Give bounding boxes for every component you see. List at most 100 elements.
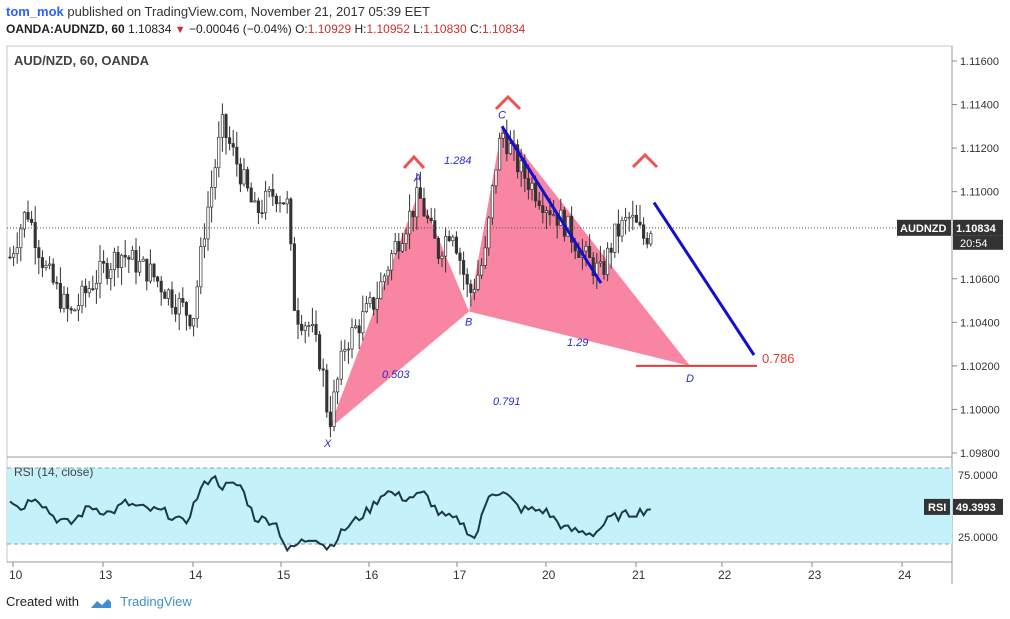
symbol-name[interactable]: OANDA:AUDNZD, 60 [6, 22, 125, 36]
candle-body [307, 325, 311, 328]
candle-body [332, 391, 336, 427]
candle-body [508, 143, 512, 155]
candle-body [62, 293, 66, 309]
time-axis[interactable]: 10 13 14 15 16 17 20 21 22 23 24 [9, 562, 912, 582]
candle-body [577, 250, 581, 258]
price-tick-label: 1.11600 [960, 56, 999, 68]
price-tick-label: 1.10600 [960, 274, 1000, 286]
candle-body [584, 245, 588, 252]
candle-body [253, 200, 257, 203]
price-grid: 1.116001.114001.112001.110001.108001.106… [952, 56, 1000, 460]
candle-body [404, 233, 408, 244]
date-tick-label: 13 [99, 568, 113, 582]
candle-body [256, 200, 260, 213]
candle-body [343, 349, 347, 352]
candle-body [8, 256, 12, 259]
candle-body [138, 260, 142, 273]
high-label: H: [354, 22, 367, 36]
candle-body [213, 167, 217, 188]
candle-body [105, 262, 109, 279]
pattern-triangle-xab[interactable] [329, 191, 469, 430]
candle-body [537, 200, 541, 207]
open-value: 1.10929 [307, 22, 352, 36]
price-chart[interactable]: 1.116001.114001.112001.110001.108001.106… [0, 44, 1010, 584]
candle-body [55, 282, 59, 284]
candle-body [26, 211, 30, 220]
candle-body [217, 136, 221, 169]
candle-body [422, 198, 426, 217]
high-value: 1.10952 [366, 22, 410, 36]
ratio-xab: 0.503 [382, 369, 410, 381]
candle-body [170, 289, 174, 308]
candle-body [242, 169, 246, 185]
candle-body [418, 187, 422, 199]
peak-marker-a [402, 154, 426, 170]
candle-body [184, 302, 188, 316]
author-link[interactable]: tom_mok [6, 4, 64, 19]
date-tick-label: 22 [718, 568, 732, 582]
candle-body [109, 269, 113, 279]
point-label-a: A [413, 173, 421, 185]
candle-body [415, 187, 419, 218]
price-tick-label: 1.11200 [960, 143, 999, 155]
candle-body [631, 214, 635, 218]
candle-body [94, 282, 98, 290]
candle-body [400, 243, 404, 252]
candle-body [120, 254, 124, 268]
candle-body [271, 189, 275, 197]
candle-body [22, 211, 26, 230]
candle-body [156, 276, 160, 282]
candle-body [328, 411, 332, 427]
badge-countdown-bg [953, 235, 1003, 250]
c-to-d-trendline[interactable] [500, 125, 603, 284]
projection-trendline[interactable] [652, 201, 756, 356]
candle-body [238, 163, 242, 185]
tradingview-link[interactable]: TradingView [120, 594, 192, 609]
close-label: C: [469, 22, 482, 36]
candle-body [228, 137, 232, 144]
price-tick-label: 1.10200 [960, 361, 1000, 373]
candle-body [87, 288, 91, 294]
candle-body [264, 190, 268, 214]
candle-body [462, 260, 466, 275]
pattern-triangle-bcd[interactable] [469, 126, 690, 366]
rsi-title[interactable]: RSI (14, close) [14, 465, 93, 479]
candle-body [325, 369, 329, 413]
candle-body [602, 261, 606, 275]
candle-body [19, 228, 23, 249]
candle-body [357, 325, 361, 334]
candle-body [447, 236, 451, 242]
candle-body [12, 253, 16, 258]
symbol-quote-bar: OANDA:AUDNZD, 60 1.10834 ▼ −0.00046 (−0.… [6, 22, 525, 36]
candle-body [552, 214, 556, 216]
peak-marker-current [631, 152, 659, 169]
candle-body [548, 210, 552, 216]
candle-body [638, 221, 642, 226]
badge-price: 1.10834 [956, 223, 997, 235]
price-tick-label: 1.11400 [960, 100, 999, 112]
price-tick-label: 1.10400 [960, 317, 1000, 329]
candle-body [48, 263, 52, 266]
down-arrow-icon: ▼ [174, 24, 186, 36]
candle-body [372, 297, 376, 310]
candle-body [530, 182, 534, 190]
candle-body [116, 251, 120, 268]
date-tick-label: 23 [808, 568, 822, 582]
chart-title: AUD/NZD, 60, OANDA [14, 53, 150, 68]
date-tick-label: 21 [632, 568, 646, 582]
candle-body [282, 202, 286, 205]
candle-body [361, 311, 365, 334]
candle-body [501, 133, 505, 139]
date-tick-label: 24 [898, 568, 912, 582]
rsi-level-25-label: 25.0000 [958, 532, 998, 544]
candle-body [440, 255, 444, 259]
ratio-abc: 1.284 [444, 155, 472, 167]
candle-body [627, 216, 631, 219]
candle-body [246, 169, 250, 189]
candle-body [289, 198, 293, 245]
candle-body [606, 247, 610, 275]
candle-body [613, 223, 617, 253]
badge-symbol-bg [897, 219, 951, 236]
candle-body [15, 247, 19, 254]
candle-body [526, 178, 530, 190]
